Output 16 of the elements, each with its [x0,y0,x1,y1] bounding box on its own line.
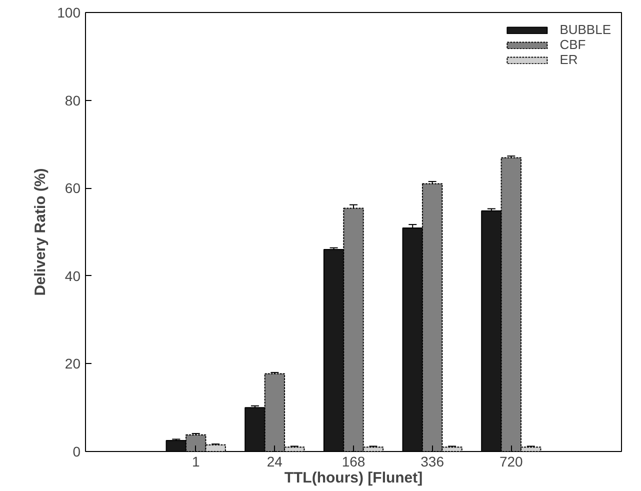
y-axis-title: Delivery Ratio (%) [32,168,50,296]
x-tick-label: 168 [342,454,366,470]
x-tick-label: 336 [420,454,444,470]
x-tick-label: 24 [266,454,283,470]
x-axis-title: TTL(hours) [Flunet] [284,470,423,486]
y-tick-label: 80 [64,92,81,108]
legend-label: CBF [560,37,586,52]
y-tick-label: 60 [64,180,81,196]
x-tick-label: 720 [499,454,524,470]
y-tick-label: 40 [64,268,81,284]
x-tick-label: 1 [192,454,200,470]
legend-label: ER [560,52,579,67]
y-tick-label: 100 [57,4,81,20]
y-tick-label: 0 [72,444,81,460]
legend-label: BUBBLE [560,22,611,37]
y-tick-label: 20 [64,356,81,372]
